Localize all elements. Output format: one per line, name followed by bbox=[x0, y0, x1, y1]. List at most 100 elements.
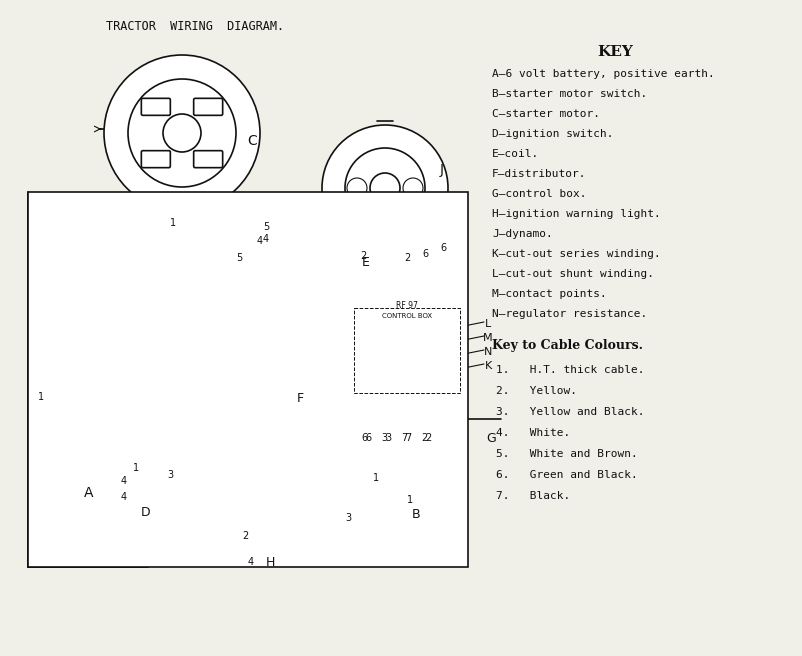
Circle shape bbox=[255, 346, 269, 360]
Text: C—starter motor.: C—starter motor. bbox=[492, 109, 600, 119]
Text: 2: 2 bbox=[421, 433, 427, 443]
Text: H—ignition warning light.: H—ignition warning light. bbox=[492, 209, 661, 219]
Text: B: B bbox=[411, 508, 420, 520]
Circle shape bbox=[102, 439, 114, 451]
Text: TRACTOR  WIRING  DIAGRAM.: TRACTOR WIRING DIAGRAM. bbox=[106, 20, 284, 33]
Circle shape bbox=[356, 411, 372, 427]
Text: 3: 3 bbox=[345, 513, 351, 523]
Text: 7.   Black.: 7. Black. bbox=[496, 491, 570, 501]
Text: F—distributor.: F—distributor. bbox=[492, 169, 586, 179]
Text: CONTROL BOX: CONTROL BOX bbox=[382, 313, 432, 319]
Text: 4: 4 bbox=[121, 476, 127, 486]
Text: L—cut-out shunt winding.: L—cut-out shunt winding. bbox=[492, 269, 654, 279]
Text: N—regulator resistance.: N—regulator resistance. bbox=[492, 309, 647, 319]
Bar bbox=[254, 256, 352, 276]
Circle shape bbox=[104, 55, 260, 211]
Circle shape bbox=[416, 411, 432, 427]
Text: 4: 4 bbox=[257, 236, 263, 246]
Circle shape bbox=[64, 399, 76, 411]
Circle shape bbox=[64, 419, 76, 431]
Text: 2.   Yellow.: 2. Yellow. bbox=[496, 386, 577, 396]
Circle shape bbox=[128, 79, 236, 187]
Bar bbox=[348, 298, 466, 433]
Text: Key to Cable Colours.: Key to Cable Colours. bbox=[492, 340, 643, 352]
FancyBboxPatch shape bbox=[141, 98, 170, 115]
Circle shape bbox=[128, 463, 168, 503]
Circle shape bbox=[436, 411, 452, 427]
Bar bbox=[50, 385, 128, 480]
Circle shape bbox=[102, 419, 114, 431]
Text: 5: 5 bbox=[236, 253, 242, 263]
Circle shape bbox=[322, 125, 448, 251]
Text: 6: 6 bbox=[440, 243, 446, 253]
Text: 5: 5 bbox=[263, 222, 269, 232]
Text: 2: 2 bbox=[404, 253, 410, 263]
Circle shape bbox=[219, 359, 233, 373]
Text: 4: 4 bbox=[263, 234, 269, 244]
Text: 1: 1 bbox=[373, 473, 379, 483]
Circle shape bbox=[249, 384, 262, 398]
Text: A—6 volt battery, positive earth.: A—6 volt battery, positive earth. bbox=[492, 69, 715, 79]
Circle shape bbox=[261, 377, 271, 387]
Bar bbox=[254, 284, 352, 304]
Text: 2: 2 bbox=[360, 251, 367, 261]
Text: E—coil.: E—coil. bbox=[492, 149, 539, 159]
Circle shape bbox=[403, 178, 423, 198]
Text: 4: 4 bbox=[121, 492, 127, 502]
Circle shape bbox=[163, 114, 201, 152]
Text: 2: 2 bbox=[425, 433, 431, 443]
Text: L: L bbox=[485, 319, 491, 329]
Text: C: C bbox=[247, 134, 257, 148]
Text: A: A bbox=[84, 486, 94, 500]
Text: 1: 1 bbox=[133, 463, 139, 473]
Bar bbox=[354, 308, 460, 393]
Text: 1.   H.T. thick cable.: 1. H.T. thick cable. bbox=[496, 365, 645, 375]
Circle shape bbox=[345, 148, 425, 228]
Text: 6.   Green and Black.: 6. Green and Black. bbox=[496, 470, 638, 480]
Text: 1: 1 bbox=[38, 392, 44, 402]
FancyBboxPatch shape bbox=[193, 151, 223, 168]
FancyBboxPatch shape bbox=[193, 98, 223, 115]
FancyBboxPatch shape bbox=[141, 151, 170, 168]
Text: H: H bbox=[265, 556, 275, 569]
Bar bbox=[28, 192, 468, 567]
Text: 7: 7 bbox=[405, 433, 411, 443]
Text: M: M bbox=[483, 333, 492, 343]
Text: 3: 3 bbox=[381, 433, 387, 443]
Text: 1: 1 bbox=[170, 218, 176, 228]
Text: 3.   Yellow and Black.: 3. Yellow and Black. bbox=[496, 407, 645, 417]
Text: N: N bbox=[484, 347, 492, 357]
Text: 5.   White and Brown.: 5. White and Brown. bbox=[496, 449, 638, 459]
Text: 4.   White.: 4. White. bbox=[496, 428, 570, 438]
Circle shape bbox=[396, 411, 412, 427]
Circle shape bbox=[251, 526, 279, 554]
Text: J—dynamo.: J—dynamo. bbox=[492, 229, 553, 239]
Text: 2: 2 bbox=[242, 531, 248, 541]
Text: E: E bbox=[362, 256, 370, 270]
Text: 7: 7 bbox=[401, 433, 407, 443]
Text: D—ignition switch.: D—ignition switch. bbox=[492, 129, 614, 139]
Circle shape bbox=[202, 324, 294, 416]
Text: 4: 4 bbox=[248, 557, 254, 567]
Text: 6: 6 bbox=[361, 433, 367, 443]
Circle shape bbox=[260, 535, 270, 545]
Text: G: G bbox=[486, 432, 496, 445]
Text: 3: 3 bbox=[167, 470, 173, 480]
Circle shape bbox=[102, 399, 114, 411]
Text: F: F bbox=[297, 392, 304, 405]
Circle shape bbox=[140, 475, 156, 491]
Bar bbox=[248, 248, 358, 310]
Circle shape bbox=[361, 489, 399, 527]
Circle shape bbox=[347, 178, 367, 198]
Text: 6: 6 bbox=[422, 249, 428, 259]
Circle shape bbox=[370, 173, 400, 203]
Text: K: K bbox=[484, 361, 492, 371]
Circle shape bbox=[64, 439, 76, 451]
Text: 3: 3 bbox=[385, 433, 391, 443]
Text: D: D bbox=[141, 506, 151, 520]
Text: J: J bbox=[440, 163, 444, 177]
Text: K—cut-out series winding.: K—cut-out series winding. bbox=[492, 249, 661, 259]
Text: 1: 1 bbox=[407, 495, 413, 505]
Text: KEY: KEY bbox=[597, 45, 633, 59]
Circle shape bbox=[348, 476, 412, 540]
